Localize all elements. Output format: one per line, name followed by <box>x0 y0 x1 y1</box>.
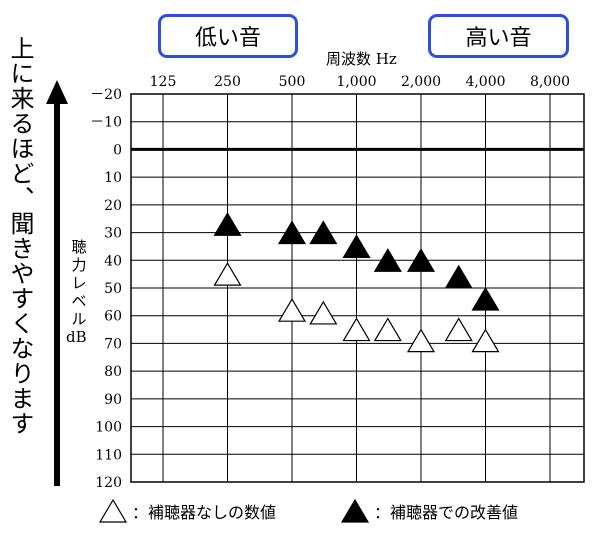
unaided-point <box>277 297 307 322</box>
up-arrow-shaft <box>54 100 60 486</box>
y-tick-label: 10 <box>104 170 122 186</box>
y-tick-label: 30 <box>104 226 122 242</box>
filled-triangle-icon <box>340 498 370 523</box>
y-tick-label: 0 <box>113 142 122 158</box>
aided-point <box>471 286 500 311</box>
low-sound-badge: 低い音 <box>158 14 298 58</box>
legend-item-without-aid: ：補聴器なしの数値 <box>98 498 276 524</box>
legend-item-with-aid: ：補聴器での改善値 <box>340 498 518 524</box>
x-tick-label: 125 <box>150 74 177 90</box>
up-arrow-icon <box>46 80 68 104</box>
y-tick-label: 100 <box>95 420 122 436</box>
y-tick-label: －10 <box>90 115 122 131</box>
aided-point <box>373 248 402 272</box>
unaided-point <box>444 317 473 342</box>
y-axis-title: 聴力レベル <box>71 238 87 328</box>
y-axis-unit: dB <box>66 328 87 346</box>
y-tick-label: 40 <box>104 253 122 269</box>
open-triangle-icon <box>98 498 128 523</box>
y-tick-label: 120 <box>95 475 122 491</box>
unaided-point <box>406 328 436 353</box>
y-tick-label: 20 <box>104 198 122 214</box>
high-sound-badge: 高い音 <box>428 14 569 58</box>
x-tick-label: 1,000 <box>336 74 376 90</box>
y-tick-label: －20 <box>90 87 122 103</box>
aided-point <box>406 248 436 272</box>
side-caption: 上に来るほど、聞きやすくなります <box>6 36 34 436</box>
aided-point <box>277 220 307 245</box>
aided-point <box>444 264 473 289</box>
y-tick-label: 50 <box>104 281 122 297</box>
unaided-point <box>309 300 338 325</box>
x-axis-title: 周波数 Hz <box>326 50 397 68</box>
y-tick-label: 70 <box>104 336 122 352</box>
x-tick-label: 500 <box>279 74 306 90</box>
y-tick-label: 80 <box>104 364 122 380</box>
y-tick-label: 60 <box>104 309 122 325</box>
unaided-point <box>213 261 242 286</box>
x-tick-label: 4,000 <box>465 74 505 90</box>
unaided-point <box>471 328 500 353</box>
x-tick-label: 250 <box>214 74 241 90</box>
aided-point <box>213 212 242 236</box>
x-tick-label: 2,000 <box>401 74 441 90</box>
legend-label-without-aid: ：補聴器なしの数値 <box>132 503 277 522</box>
y-tick-label: 110 <box>95 447 122 463</box>
unaided-point <box>373 317 402 342</box>
aided-point <box>342 234 371 259</box>
aided-point <box>309 220 338 245</box>
legend-label-with-aid: ：補聴器での改善値 <box>374 503 519 522</box>
x-tick-label: 8,000 <box>530 74 570 90</box>
y-tick-label: 90 <box>104 392 122 408</box>
unaided-point <box>342 317 371 342</box>
